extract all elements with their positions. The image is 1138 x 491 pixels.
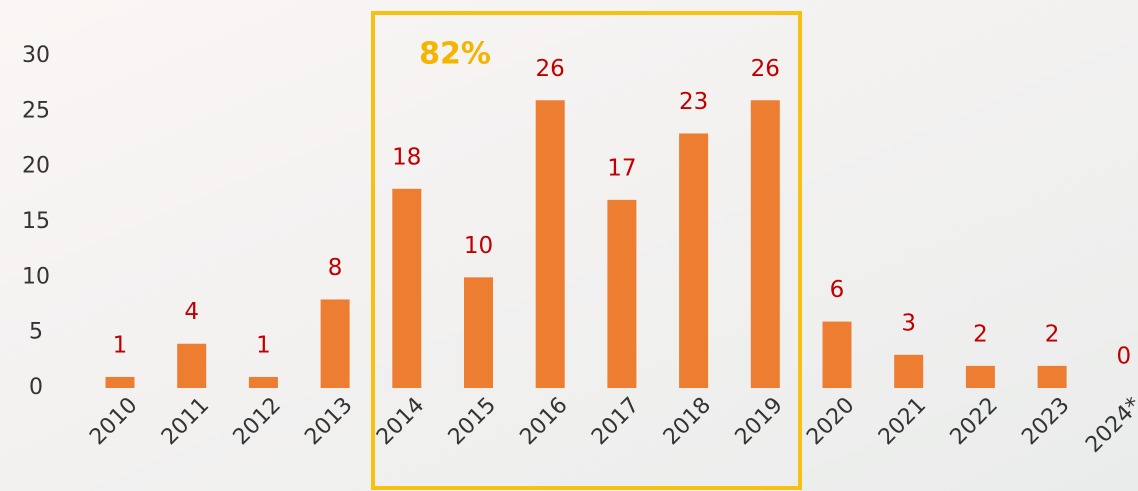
bar — [965, 365, 995, 388]
value-label: 6 — [830, 277, 845, 303]
value-label: 26 — [536, 56, 565, 82]
value-label: 0 — [1116, 344, 1131, 370]
bar — [248, 376, 278, 388]
annotation: 82% — [419, 37, 491, 72]
value-label: 18 — [392, 144, 421, 170]
bar — [464, 277, 493, 388]
y-tick-label: 30 — [22, 43, 50, 68]
bar — [750, 100, 780, 389]
value-label: 2 — [973, 321, 988, 347]
y-tick-label: 20 — [22, 154, 50, 179]
value-label: 17 — [607, 155, 636, 181]
bar — [679, 133, 709, 388]
bar — [177, 343, 207, 388]
value-label: 26 — [751, 56, 780, 82]
value-label: 3 — [901, 310, 916, 336]
value-label: 1 — [113, 332, 128, 358]
bar — [607, 199, 637, 388]
value-label: 10 — [464, 233, 493, 259]
value-label: 4 — [184, 299, 199, 325]
y-tick-label: 10 — [22, 264, 50, 289]
y-tick-label: 15 — [22, 209, 50, 234]
highlight-box — [371, 11, 802, 490]
value-label: 23 — [679, 89, 708, 115]
bar — [320, 299, 350, 388]
bar — [535, 100, 565, 389]
bar — [392, 188, 422, 388]
y-tick-label: 5 — [29, 320, 43, 345]
value-label: 1 — [256, 332, 271, 358]
value-label: 8 — [328, 255, 343, 281]
bar — [1037, 365, 1067, 388]
bar — [105, 376, 135, 388]
bar — [894, 354, 924, 388]
y-tick-label: 0 — [29, 375, 43, 400]
value-label: 2 — [1045, 321, 1060, 347]
y-tick-label: 25 — [22, 98, 50, 123]
bar — [822, 321, 852, 388]
